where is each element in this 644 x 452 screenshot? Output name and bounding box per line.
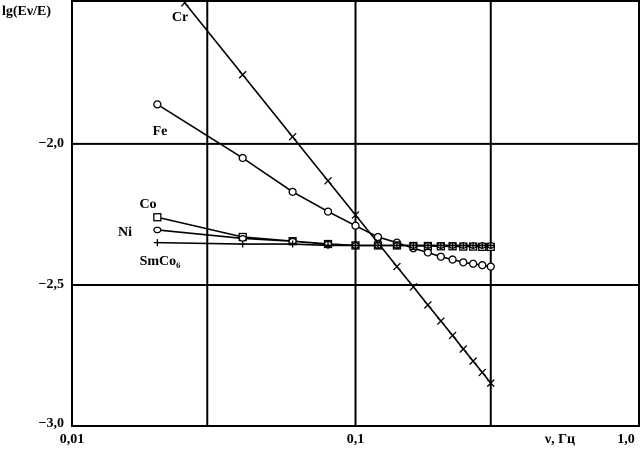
marker	[393, 241, 401, 249]
marker	[288, 132, 297, 141]
marker	[324, 241, 332, 249]
marker	[153, 100, 162, 109]
marker	[153, 226, 162, 234]
marker	[352, 241, 359, 249]
y-tick-label: −2,5	[39, 277, 64, 292]
marker	[478, 241, 486, 249]
marker	[324, 176, 332, 185]
marker	[409, 241, 417, 249]
y-tick-label: −2,0	[39, 136, 64, 151]
marker	[436, 252, 445, 261]
marker	[180, 0, 189, 7]
marker	[409, 282, 418, 291]
marker	[373, 232, 383, 242]
marker	[392, 262, 401, 271]
marker	[153, 239, 161, 247]
series-label: Cr	[172, 10, 188, 25]
marker	[289, 240, 297, 248]
marker	[478, 261, 487, 270]
series-label: Fe	[153, 124, 168, 139]
marker	[351, 211, 360, 219]
series-label: SmCo₆	[140, 254, 181, 269]
marker	[486, 379, 495, 388]
marker	[239, 240, 247, 248]
marker	[238, 70, 247, 79]
marker	[469, 357, 478, 366]
marker	[437, 241, 445, 249]
marker	[351, 221, 360, 230]
series-label: Co	[139, 197, 156, 212]
marker	[448, 255, 457, 264]
marker	[323, 207, 333, 216]
marker	[486, 262, 495, 271]
marker	[478, 368, 487, 377]
series-line	[184, 2, 492, 384]
series-label: Ni	[118, 225, 132, 240]
marker	[459, 241, 467, 249]
y-tick-label: −3,0	[39, 416, 64, 431]
marker	[459, 345, 468, 353]
x-axis-label: ν, Гц	[544, 432, 575, 447]
marker	[238, 235, 247, 242]
x-tick-label: 0,01	[60, 432, 85, 447]
marker	[153, 213, 162, 222]
marker	[459, 258, 468, 267]
marker	[469, 241, 477, 249]
x-tick-label: 1,0	[617, 432, 635, 447]
plot-area	[72, 0, 639, 426]
marker	[436, 317, 445, 326]
y-axis-label: lg(Eν/E)	[2, 4, 51, 19]
marker	[449, 241, 457, 249]
marker	[487, 241, 495, 249]
marker	[424, 241, 432, 249]
x-tick-label: 0,1	[347, 432, 365, 447]
marker	[468, 259, 478, 268]
marker	[288, 187, 297, 196]
marker	[374, 241, 382, 249]
marker	[448, 331, 457, 340]
marker	[423, 301, 432, 309]
marker	[238, 153, 247, 163]
